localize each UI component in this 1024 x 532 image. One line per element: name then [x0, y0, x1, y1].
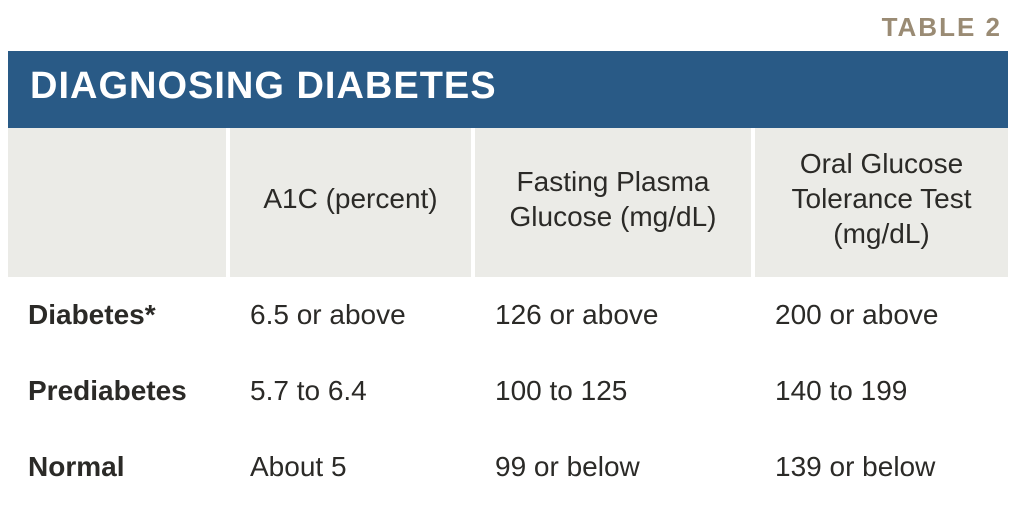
table-title: DIAGNOSING DIABETES	[8, 51, 1008, 128]
table-column-headers: A1C (percent) Fasting Plasma Glucose (mg…	[8, 128, 1008, 279]
col-header-a1c: A1C (percent)	[228, 128, 473, 279]
row-label-prediabetes: Prediabetes	[8, 355, 228, 431]
cell-prediabetes-ogtt: 140 to 199	[753, 355, 1008, 431]
cell-prediabetes-a1c: 5.7 to 6.4	[228, 355, 473, 431]
col-header-ogtt: Oral Glucose Tolerance Test (mg/dL)	[753, 128, 1008, 279]
table-container: TABLE 2 DIAGNOSING DIABETES A1C (percent…	[0, 0, 1024, 513]
table-row: Diabetes* 6.5 or above 126 or above 200 …	[8, 279, 1008, 355]
cell-prediabetes-fpg: 100 to 125	[473, 355, 753, 431]
row-label-diabetes: Diabetes*	[8, 279, 228, 355]
cell-diabetes-a1c: 6.5 or above	[228, 279, 473, 355]
col-header-empty	[8, 128, 228, 279]
diagnosis-table: DIAGNOSING DIABETES A1C (percent) Fastin…	[8, 51, 1008, 505]
cell-diabetes-ogtt: 200 or above	[753, 279, 1008, 355]
cell-normal-ogtt: 139 or below	[753, 431, 1008, 505]
table-body: Diabetes* 6.5 or above 126 or above 200 …	[8, 279, 1008, 505]
cell-diabetes-fpg: 126 or above	[473, 279, 753, 355]
col-header-fpg: Fasting Plasma Glucose (mg/dL)	[473, 128, 753, 279]
table-row: Prediabetes 5.7 to 6.4 100 to 125 140 to…	[8, 355, 1008, 431]
table-row: Normal About 5 99 or below 139 or below	[8, 431, 1008, 505]
row-label-normal: Normal	[8, 431, 228, 505]
cell-normal-a1c: About 5	[228, 431, 473, 505]
table-title-row: DIAGNOSING DIABETES	[8, 51, 1008, 128]
cell-normal-fpg: 99 or below	[473, 431, 753, 505]
table-number-label: TABLE 2	[8, 12, 1002, 43]
